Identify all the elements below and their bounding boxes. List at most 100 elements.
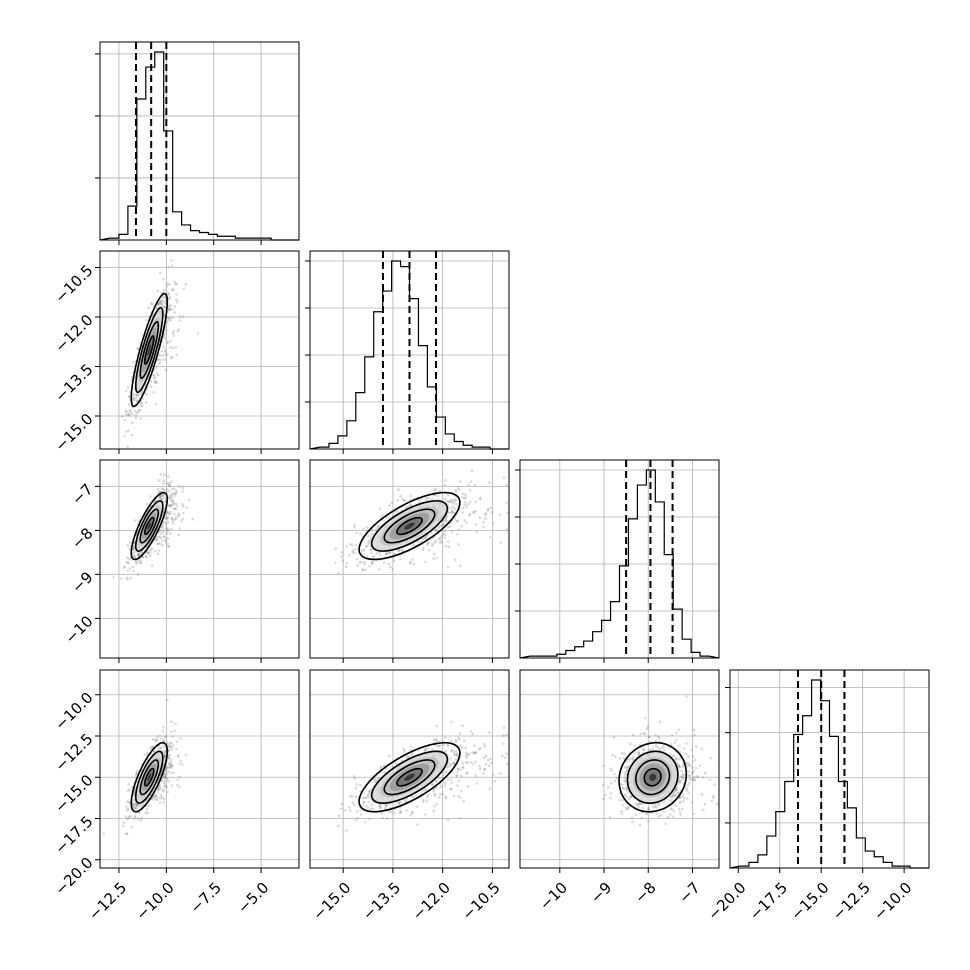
x-tick-label: −17.5 — [746, 879, 791, 924]
sample-point — [461, 746, 464, 750]
sample-point — [680, 775, 683, 778]
sample-point — [446, 818, 450, 822]
sample-point — [469, 480, 473, 483]
sample-point — [178, 762, 182, 765]
sample-point — [450, 740, 454, 743]
sample-point — [150, 547, 154, 551]
sample-point — [397, 549, 400, 553]
sample-point — [685, 764, 689, 768]
sample-point — [378, 803, 381, 807]
sample-point — [345, 565, 348, 569]
sample-point — [502, 726, 506, 729]
sample-point — [134, 560, 138, 564]
sample-point — [169, 730, 173, 734]
sample-point — [163, 473, 166, 477]
sample-point — [687, 791, 690, 795]
sample-point — [621, 783, 624, 787]
sample-point — [366, 795, 370, 799]
contour-line — [130, 741, 169, 813]
sample-point — [450, 720, 453, 724]
sample-point — [355, 810, 359, 813]
histogram-panel-4 — [725, 669, 930, 873]
sample-point — [610, 769, 613, 773]
sample-point — [154, 549, 157, 553]
sample-point — [453, 507, 457, 511]
sample-point — [444, 771, 448, 774]
density-shade — [404, 773, 415, 781]
sample-point — [122, 566, 126, 569]
sample-point — [164, 540, 168, 543]
sample-point — [168, 760, 172, 764]
sample-point — [129, 815, 133, 818]
sample-point — [412, 562, 415, 566]
sample-point — [433, 804, 436, 808]
sample-point — [450, 781, 454, 785]
sample-point — [621, 799, 624, 802]
sample-point — [409, 494, 413, 498]
sample-point — [434, 539, 438, 543]
sample-point — [139, 561, 143, 565]
sample-point — [181, 503, 184, 506]
sample-point — [164, 353, 167, 357]
sample-point — [409, 503, 413, 506]
sample-point — [181, 315, 185, 319]
sample-point — [147, 306, 150, 310]
sample-point — [440, 523, 443, 527]
sample-point — [681, 795, 684, 798]
x-tick-label: −12.0 — [409, 879, 454, 924]
contour-line — [635, 759, 671, 796]
sample-point — [161, 531, 165, 534]
sample-point — [168, 745, 171, 749]
sample-point — [138, 408, 142, 412]
sample-point — [361, 569, 365, 572]
sample-point — [475, 751, 478, 754]
sample-point — [127, 557, 131, 561]
sample-point — [165, 785, 169, 789]
sample-point — [172, 329, 176, 333]
panel-content — [601, 695, 719, 827]
contour-line — [396, 767, 423, 787]
sample-point — [471, 732, 475, 736]
sample-point — [454, 753, 458, 756]
sample-point — [167, 316, 170, 319]
sample-point — [435, 528, 438, 532]
sample-point — [145, 318, 148, 322]
sample-point — [708, 778, 712, 781]
sample-point — [354, 543, 358, 547]
sample-point — [359, 560, 363, 564]
sample-point — [170, 746, 174, 749]
sample-point — [164, 769, 168, 773]
sample-point — [345, 562, 349, 565]
sample-point — [451, 510, 455, 514]
sample-point — [486, 508, 490, 511]
sample-point — [606, 786, 610, 789]
sample-point — [670, 796, 674, 799]
sample-point — [124, 815, 128, 818]
x-tick-label: −7.5 — [187, 879, 225, 917]
sample-point — [166, 529, 170, 532]
sample-point — [427, 496, 430, 500]
sample-point — [436, 744, 440, 748]
sample-point — [685, 695, 688, 698]
sample-point — [457, 542, 460, 546]
sample-point — [461, 511, 465, 514]
sample-point — [167, 265, 170, 269]
sample-point — [399, 810, 402, 813]
sample-point — [687, 755, 690, 758]
sample-point — [164, 305, 167, 309]
sample-point — [353, 551, 356, 554]
sample-point — [443, 483, 447, 487]
sample-point — [150, 302, 154, 306]
sample-point — [602, 797, 606, 801]
sample-point — [456, 767, 460, 771]
sample-point — [152, 795, 156, 799]
sample-point — [370, 561, 374, 565]
sample-point — [403, 499, 406, 503]
contour-line — [130, 292, 169, 408]
sample-point — [432, 738, 436, 742]
sample-point — [490, 510, 494, 514]
sample-point — [499, 541, 502, 544]
sample-point — [170, 499, 174, 503]
sample-point — [444, 796, 448, 800]
sample-point — [344, 808, 347, 812]
